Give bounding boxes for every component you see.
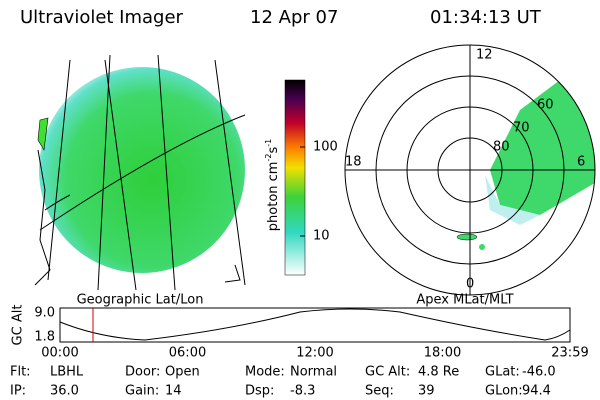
info-value: 39: [418, 384, 435, 399]
mlt-label: 12: [476, 48, 493, 63]
polar-label: Apex MLat/MLT: [416, 293, 513, 308]
info-value: 94.4: [522, 384, 551, 399]
info-label: Mode:: [245, 365, 285, 380]
geo-image: [34, 54, 246, 291]
info-value: 36.0: [50, 384, 79, 399]
info-label: GLat:: [485, 365, 520, 380]
lat-label: 70: [513, 121, 530, 136]
unit-part: -2: [264, 154, 273, 162]
info-value: 14: [165, 384, 182, 399]
alt-tick-label: 1.8: [34, 330, 55, 345]
info-value: LBHL: [50, 365, 84, 380]
mlt-label: 6: [577, 155, 585, 170]
altitude-plot: [59, 307, 571, 343]
time-tick-label: 18:00: [424, 346, 461, 361]
date: 12 Apr 07: [250, 7, 338, 28]
time-tick-label: 00:00: [41, 346, 78, 361]
time-tick-label: 23:59: [551, 346, 588, 361]
time-tick-label: 06:00: [169, 346, 206, 361]
colorbar-unit: photon cm-2s-1: [264, 139, 281, 231]
info-label: GLon:: [485, 384, 523, 399]
time-ticks: 00:00 06:00 12:00 18:00 23:59: [41, 346, 588, 361]
mlt-label: 0: [466, 277, 474, 292]
info-label: Seq:: [365, 384, 394, 399]
colorbar-tick-label: 100: [313, 140, 338, 155]
alt-label: GC Alt: [11, 305, 26, 346]
info-label: Door:: [125, 365, 160, 380]
info-label: Dsp:: [245, 384, 274, 399]
colorbar: [284, 79, 306, 276]
polar-image: [344, 44, 596, 296]
info-value: 4.8 Re: [418, 365, 459, 380]
info-label: Flt:: [10, 365, 31, 380]
colorbar-tick-label: 10: [313, 229, 330, 244]
info-label: Gain:: [125, 384, 159, 399]
title: Ultraviolet Imager: [20, 7, 184, 28]
unit-part: photon cm: [266, 162, 281, 232]
info-label: IP:: [10, 384, 26, 399]
time-tick-label: 12:00: [296, 346, 333, 361]
info-label: GC Alt:: [365, 365, 410, 380]
lat-label: 80: [493, 140, 510, 155]
info-panel: Flt: LBHL Door: Open Mode: Normal GC Alt: 4.8 R…: [10, 365, 556, 399]
info-value: Normal: [290, 365, 337, 380]
time: 01:34:13 UT: [430, 7, 542, 28]
geo-label: Geographic Lat/Lon: [77, 293, 204, 308]
unit-part: -1: [264, 139, 273, 147]
info-value: Open: [165, 365, 200, 380]
unit-part: s: [266, 147, 281, 154]
info-value: -46.0: [522, 365, 556, 380]
mlt-label: 18: [345, 155, 362, 170]
info-value: -8.3: [290, 384, 315, 399]
alt-tick-label: 9.0: [34, 306, 55, 321]
lat-label: 60: [537, 98, 554, 113]
